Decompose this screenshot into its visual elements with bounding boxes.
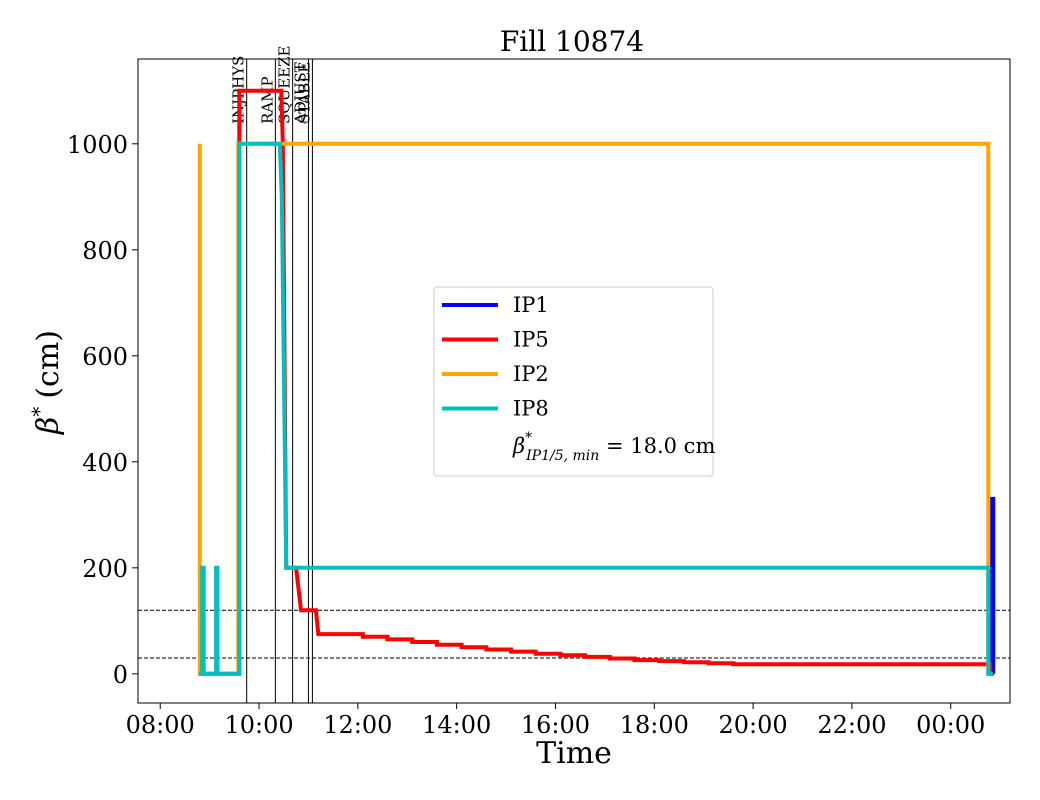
x-tick-label-20:00: 20:00 xyxy=(719,711,788,739)
legend-box xyxy=(433,286,714,477)
y-tick-label-600: 600 xyxy=(82,343,128,371)
legend-note-symbol: β xyxy=(512,434,525,458)
series-line-ip1 xyxy=(989,496,996,676)
legend-note-sub: IP1/5, min xyxy=(525,448,599,464)
legend-note-eq: = 18.0 cm xyxy=(599,434,715,458)
legend-label-ip1: IP1 xyxy=(513,293,549,317)
x-tick-label-16:00: 16:00 xyxy=(521,711,590,739)
plot-frame xyxy=(137,58,1011,704)
y-tick-label-400: 400 xyxy=(82,449,128,477)
legend-note-beta-min: β* IP1/5, min = 18.0 cm xyxy=(512,430,715,464)
y-tick-label-1000: 1000 xyxy=(67,131,128,159)
legend-label-ip8: IP8 xyxy=(513,397,549,421)
x-tick-label-08:00: 08:00 xyxy=(126,711,195,739)
legend-note-sup: * xyxy=(525,430,532,446)
phase-label-stable: STABLE xyxy=(295,62,313,124)
series-line-ip5 xyxy=(201,88,993,676)
y-tick-label-200: 200 xyxy=(82,555,128,583)
y-axis-label-symbol: β xyxy=(31,417,66,435)
series-group xyxy=(197,88,996,676)
legend-label-ip2: IP2 xyxy=(513,362,549,386)
y-axis-label: β* (cm) xyxy=(27,330,66,435)
x-tick-label-22:00: 22:00 xyxy=(817,711,886,739)
phase-label-adjust: ADJUST xyxy=(291,62,309,125)
phase-label-ramp: RAMP xyxy=(258,76,276,124)
x-tick-label-12:00: 12:00 xyxy=(323,711,392,739)
x-tick-label-00:00: 00:00 xyxy=(916,711,985,739)
y-axis-label-sup: * xyxy=(27,407,51,417)
x-axis-label: Time xyxy=(536,736,612,771)
y-tick-label-0: 0 xyxy=(113,661,128,689)
x-tick-label-14:00: 14:00 xyxy=(422,711,491,739)
legend: IP1 IP5 IP2 IP8 β* IP1/5, min = 18.0 cm xyxy=(433,286,715,477)
x-tick-label-10:00: 10:00 xyxy=(224,711,293,739)
chart-title: Fill 10874 xyxy=(500,25,644,58)
y-axis-label-unit: (cm) xyxy=(31,330,66,399)
series-line-ip8 xyxy=(198,141,993,676)
legend-label-ip5: IP5 xyxy=(513,328,549,352)
y-tick-label-800: 800 xyxy=(82,237,128,265)
x-tick-label-18:00: 18:00 xyxy=(620,711,689,739)
